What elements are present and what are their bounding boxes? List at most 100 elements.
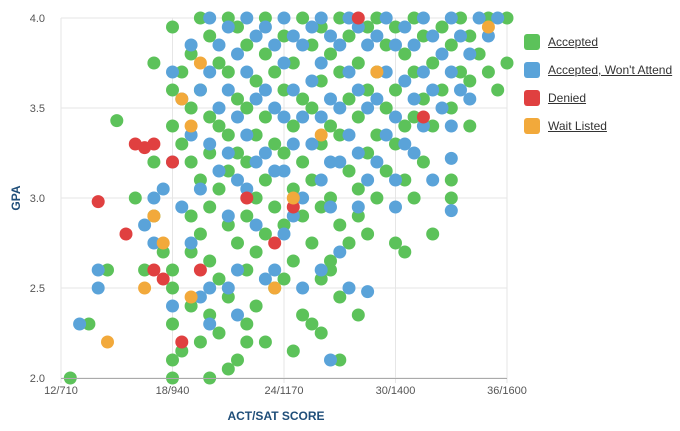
point-accepted [240, 209, 254, 223]
point-accepted-won-t-attend [333, 38, 347, 52]
point-accepted-won-t-attend [361, 173, 375, 187]
point-accepted [138, 263, 152, 277]
point-accepted-won-t-attend [481, 29, 495, 43]
point-accepted [500, 56, 514, 70]
point-accepted-won-t-attend [231, 263, 244, 277]
point-accepted [221, 290, 235, 304]
point-accepted [240, 335, 254, 349]
point-accepted-won-t-attend [147, 236, 161, 250]
point-denied [147, 137, 161, 151]
point-accepted [361, 83, 375, 97]
point-accepted-won-t-attend [240, 182, 254, 196]
point-denied [147, 263, 161, 277]
point-accepted [407, 110, 421, 124]
point-accepted [184, 245, 198, 259]
point-accepted-won-t-attend [240, 11, 254, 25]
point-accepted [258, 173, 272, 187]
point-accepted-won-t-attend [268, 263, 282, 277]
point-accepted [342, 164, 356, 178]
point-accepted-won-t-attend [277, 227, 291, 241]
point-accepted-won-t-attend [342, 281, 356, 295]
point-accepted [240, 101, 254, 115]
point-accepted-won-t-attend [333, 101, 347, 115]
point-accepted [258, 227, 272, 241]
point-accepted [184, 155, 198, 169]
point-accepted-won-t-attend [91, 263, 105, 277]
point-accepted [407, 11, 421, 25]
point-accepted [203, 29, 217, 43]
point-accepted-won-t-attend [91, 281, 105, 295]
point-accepted-won-t-attend [416, 119, 430, 133]
point-accepted [221, 362, 235, 376]
point-accepted-won-t-attend [156, 182, 170, 196]
point-accepted [426, 119, 440, 133]
point-accepted [286, 56, 300, 70]
point-accepted-won-t-attend [361, 285, 375, 299]
point-accepted-won-t-attend [416, 65, 430, 79]
x-axis-title: ACT/SAT SCORE [227, 409, 324, 423]
point-accepted [314, 20, 328, 34]
point-accepted [407, 65, 421, 79]
legend-item-accepted[interactable]: Accepted [524, 28, 672, 56]
point-wait-listed [184, 119, 198, 133]
point-accepted [286, 182, 300, 196]
point-accepted-won-t-attend [221, 209, 235, 223]
point-denied [240, 191, 254, 205]
point-denied [416, 110, 430, 124]
point-accepted-won-t-attend [491, 11, 505, 25]
point-accepted [416, 29, 430, 43]
legend-item-denied[interactable]: Denied [524, 84, 672, 112]
point-accepted [296, 308, 310, 322]
legend-item-accepted-wont-attend[interactable]: Accepted, Won't Attend [524, 56, 672, 84]
point-accepted-won-t-attend [221, 83, 235, 97]
point-accepted [351, 308, 365, 322]
point-accepted-won-t-attend [351, 146, 365, 160]
point-accepted [314, 74, 328, 88]
point-accepted [286, 119, 300, 133]
point-denied [156, 272, 170, 286]
point-accepted-won-t-attend [268, 101, 282, 115]
point-accepted [147, 155, 161, 169]
point-accepted-won-t-attend [249, 155, 263, 169]
point-accepted-won-t-attend [73, 317, 87, 331]
point-accepted [296, 155, 310, 169]
point-accepted-won-t-attend [249, 92, 263, 106]
x-tick-label: 12/710 [44, 385, 78, 397]
point-accepted [184, 101, 198, 115]
point-accepted [82, 317, 96, 331]
point-accepted-won-t-attend [305, 74, 319, 88]
point-accepted [333, 353, 347, 367]
point-accepted-won-t-attend [258, 272, 272, 286]
point-denied [166, 155, 179, 169]
point-accepted-won-t-attend [138, 218, 152, 232]
y-tick-label: 2.0 [30, 373, 45, 385]
point-accepted [481, 65, 495, 79]
point-accepted [240, 263, 254, 277]
point-accepted [398, 119, 412, 133]
point-accepted [212, 182, 226, 196]
point-accepted-won-t-attend [454, 83, 467, 97]
point-denied [351, 11, 365, 25]
point-denied [175, 335, 189, 349]
point-accepted-won-t-attend [361, 38, 375, 52]
point-accepted [342, 29, 356, 43]
legend-item-wait-listed[interactable]: Wait Listed [524, 112, 672, 140]
point-accepted [370, 11, 384, 25]
point-accepted [203, 146, 217, 160]
point-accepted-won-t-attend [333, 245, 347, 259]
point-accepted-won-t-attend [379, 11, 393, 25]
legend-label: Accepted, Won't Attend [548, 63, 673, 77]
point-accepted-won-t-attend [351, 83, 365, 97]
point-accepted [231, 92, 244, 106]
point-accepted [324, 47, 337, 61]
point-accepted-won-t-attend [231, 308, 244, 322]
point-accepted [184, 47, 198, 61]
point-accepted-won-t-attend [426, 173, 440, 187]
point-accepted [193, 11, 207, 25]
point-accepted [175, 65, 189, 79]
point-accepted-won-t-attend [296, 38, 310, 52]
legend-swatch-wait-listed [524, 118, 540, 134]
point-accepted-won-t-attend [184, 236, 198, 250]
point-accepted [342, 236, 356, 250]
point-accepted [212, 326, 226, 340]
